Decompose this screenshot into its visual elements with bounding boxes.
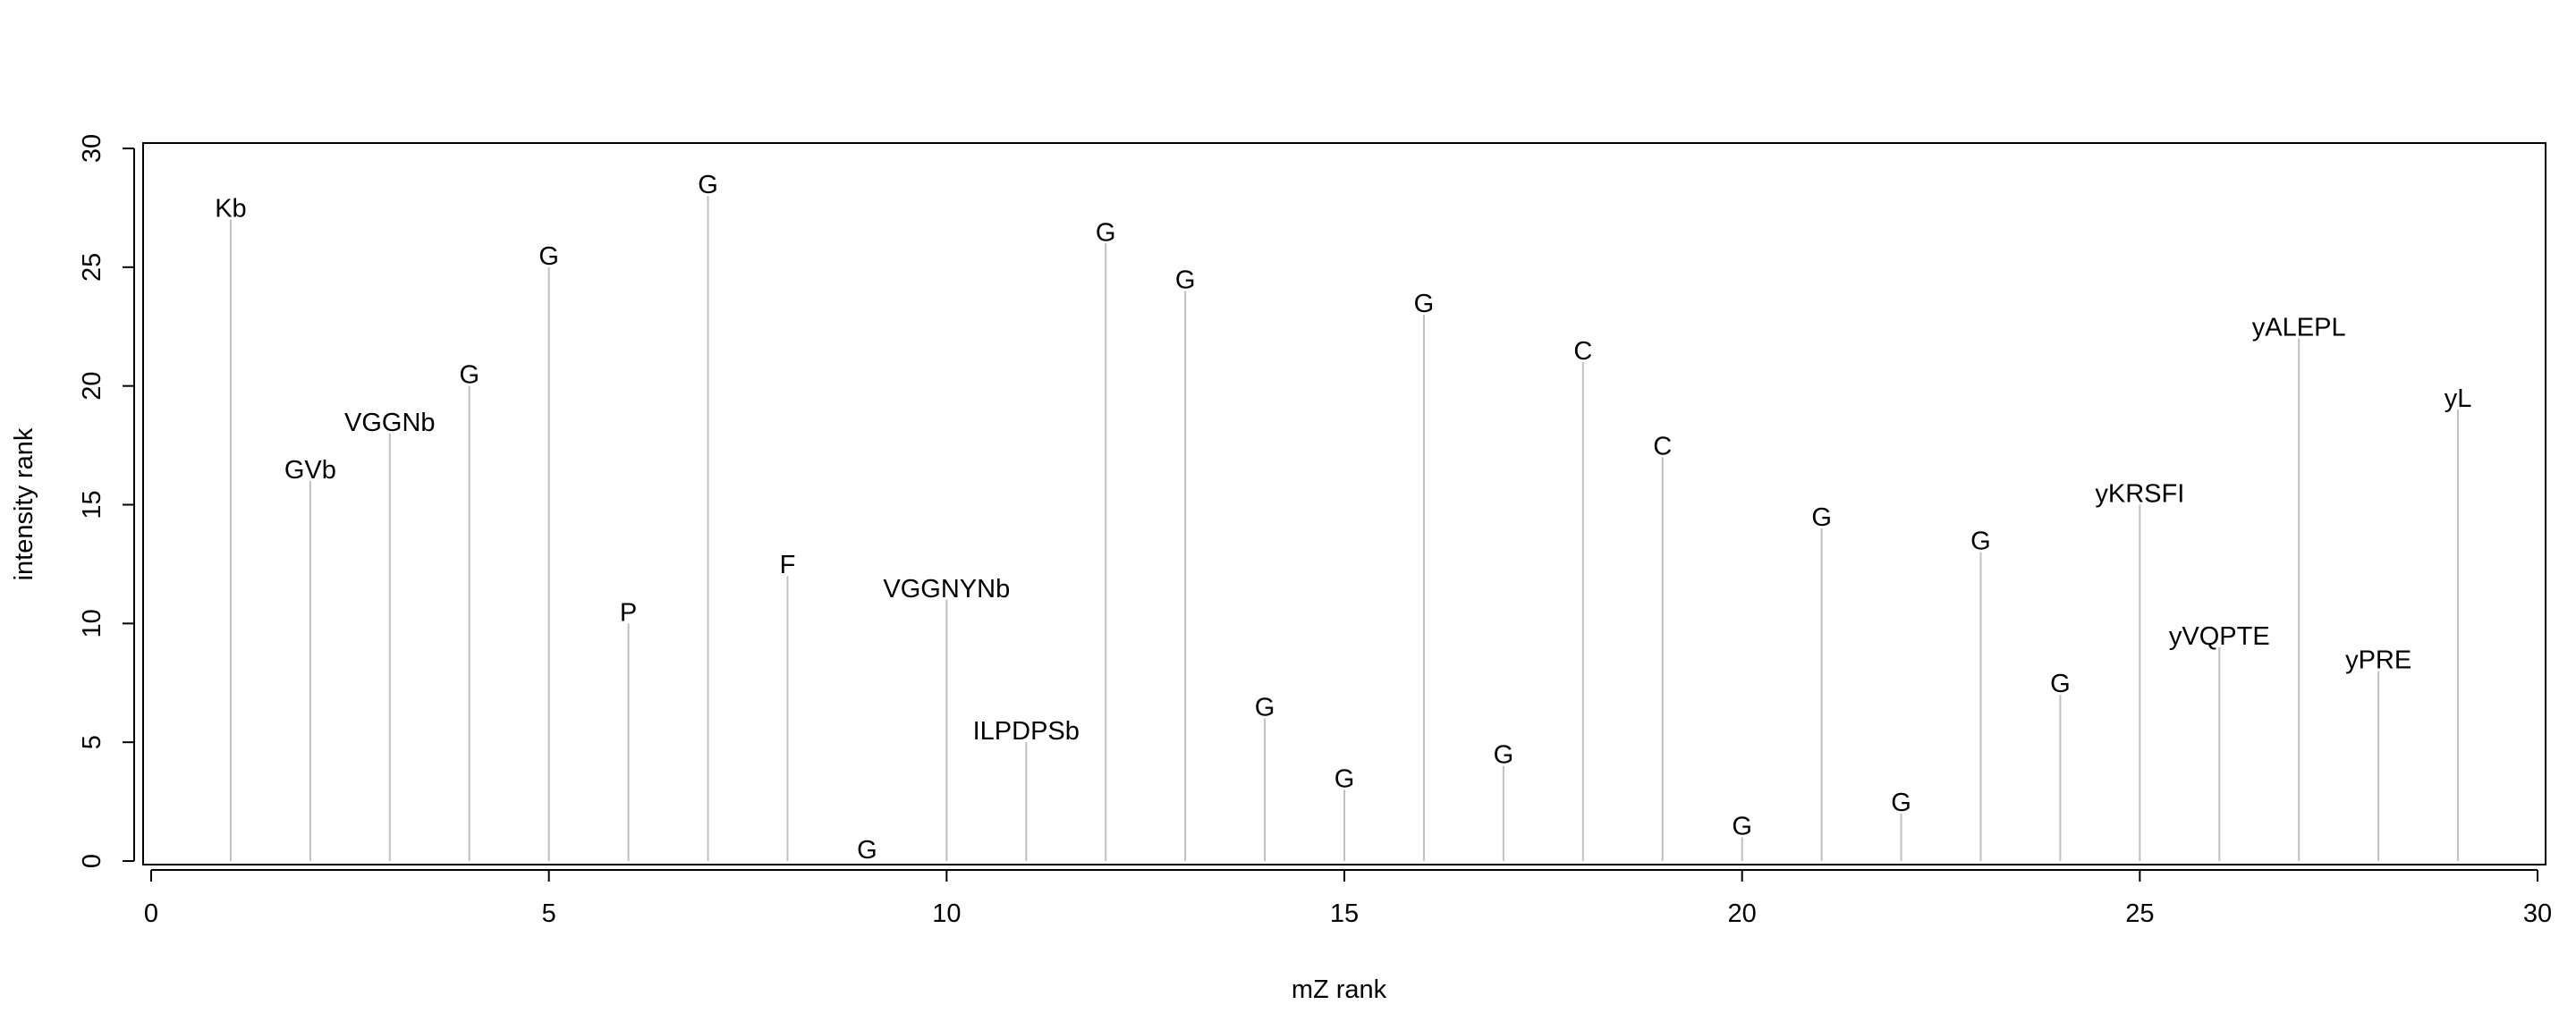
point-label: yALEPL — [2252, 314, 2346, 342]
point-label: G — [1414, 290, 1435, 318]
point-label: G — [1891, 789, 1911, 817]
point-label: yPRE — [2345, 646, 2411, 674]
point-label: G — [538, 242, 559, 271]
y-tick-label: 25 — [78, 253, 106, 282]
point-label: G — [2050, 670, 2071, 698]
point-label: G — [1494, 741, 1514, 770]
y-tick-label: 20 — [78, 372, 106, 401]
x-tick-label: 25 — [2125, 899, 2154, 928]
point-label: VGGNb — [344, 409, 436, 437]
point-label: yKRSFI — [2095, 480, 2184, 509]
y-tick-label: 0 — [78, 854, 106, 868]
y-axis-title: intensity rank — [10, 427, 38, 580]
y-tick-label: 5 — [78, 735, 106, 749]
y-tick-label: 15 — [78, 490, 106, 519]
y-axis: 0 5 10 15 20 25 30 — [78, 134, 135, 868]
point-label: P — [620, 598, 637, 627]
point-label: Kb — [215, 195, 246, 224]
y-tick-label: 30 — [78, 134, 106, 163]
x-tick-label: 15 — [1330, 899, 1359, 928]
x-axis: 0 5 10 15 20 25 30 — [144, 869, 2552, 928]
point-label: G — [1732, 812, 1752, 840]
point-labels: Kb GVb VGGNb G G P G F G VGGNYNb ILPDPSb G G G G G G C C G G… — [215, 171, 2471, 865]
x-tick-label: 0 — [144, 899, 158, 928]
point-label: ILPDPSb — [973, 717, 1080, 746]
point-label: G — [1255, 694, 1275, 722]
stems — [229, 196, 2460, 861]
x-tick-label: 5 — [542, 899, 556, 928]
point-label: C — [1653, 432, 1672, 460]
x-axis-title: mZ rank — [1292, 975, 1387, 1004]
point-label: GVb — [284, 456, 336, 485]
point-label: G — [1811, 503, 1832, 532]
plot-box — [142, 142, 2546, 865]
point-label: VGGNYNb — [883, 575, 1010, 604]
point-label: F — [780, 551, 796, 579]
point-label: yVQPTE — [2169, 622, 2270, 651]
point-label: G — [857, 836, 877, 865]
point-label: G — [1175, 266, 1196, 294]
point-label: G — [1970, 528, 1991, 556]
point-label: yL — [2445, 384, 2472, 413]
point-label: G — [698, 171, 718, 199]
x-tick-label: 10 — [932, 899, 961, 928]
x-tick-label: 30 — [2523, 899, 2552, 928]
y-tick-label: 10 — [78, 609, 106, 637]
point-label: G — [1096, 218, 1116, 247]
point-label: C — [1573, 337, 1592, 366]
point-label: G — [1335, 764, 1355, 793]
x-tick-label: 20 — [1728, 899, 1757, 928]
point-label: G — [459, 361, 479, 390]
